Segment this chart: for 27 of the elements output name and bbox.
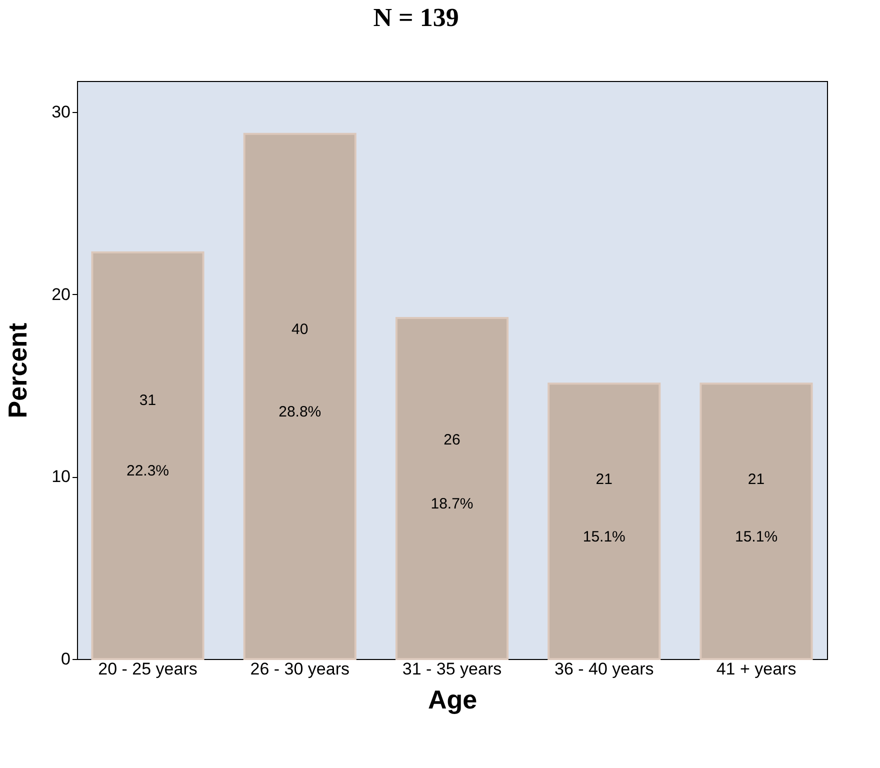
data-label: 28.8% [278, 403, 322, 420]
x-tick-label: 41 + years [716, 660, 796, 678]
chart-title: N = 139 [373, 3, 459, 32]
x-axis-title: Age [428, 684, 478, 714]
annotation: 21 [596, 470, 612, 488]
x-tick-label: 31 - 35 years [402, 660, 502, 678]
bar [548, 382, 661, 660]
bar [243, 132, 356, 660]
data-label: 15.1% [582, 528, 626, 546]
data-label: 22.3% [126, 462, 170, 480]
x-tick-label: 20 - 25 years [98, 660, 198, 678]
x-tick-label: 26 - 30 years [250, 660, 350, 678]
y-tick-label: 20 [52, 284, 70, 304]
y-axis-title: Percent [2, 322, 33, 418]
annotation: 40 [292, 320, 308, 338]
annotation: 31 [139, 392, 156, 410]
annotation: 21 [748, 470, 765, 488]
bar [91, 251, 204, 660]
annotation: 26 [444, 431, 460, 448]
data-label: 15.1% [734, 528, 778, 546]
data-label: 18.7% [430, 496, 474, 513]
y-tick-label: 10 [52, 467, 70, 486]
x-tick-label: 36 - 40 years [554, 660, 654, 678]
bar [395, 317, 509, 660]
y-tick-label: 0 [61, 650, 70, 668]
bar [700, 382, 813, 660]
y-tick-label: 30 [52, 102, 70, 122]
